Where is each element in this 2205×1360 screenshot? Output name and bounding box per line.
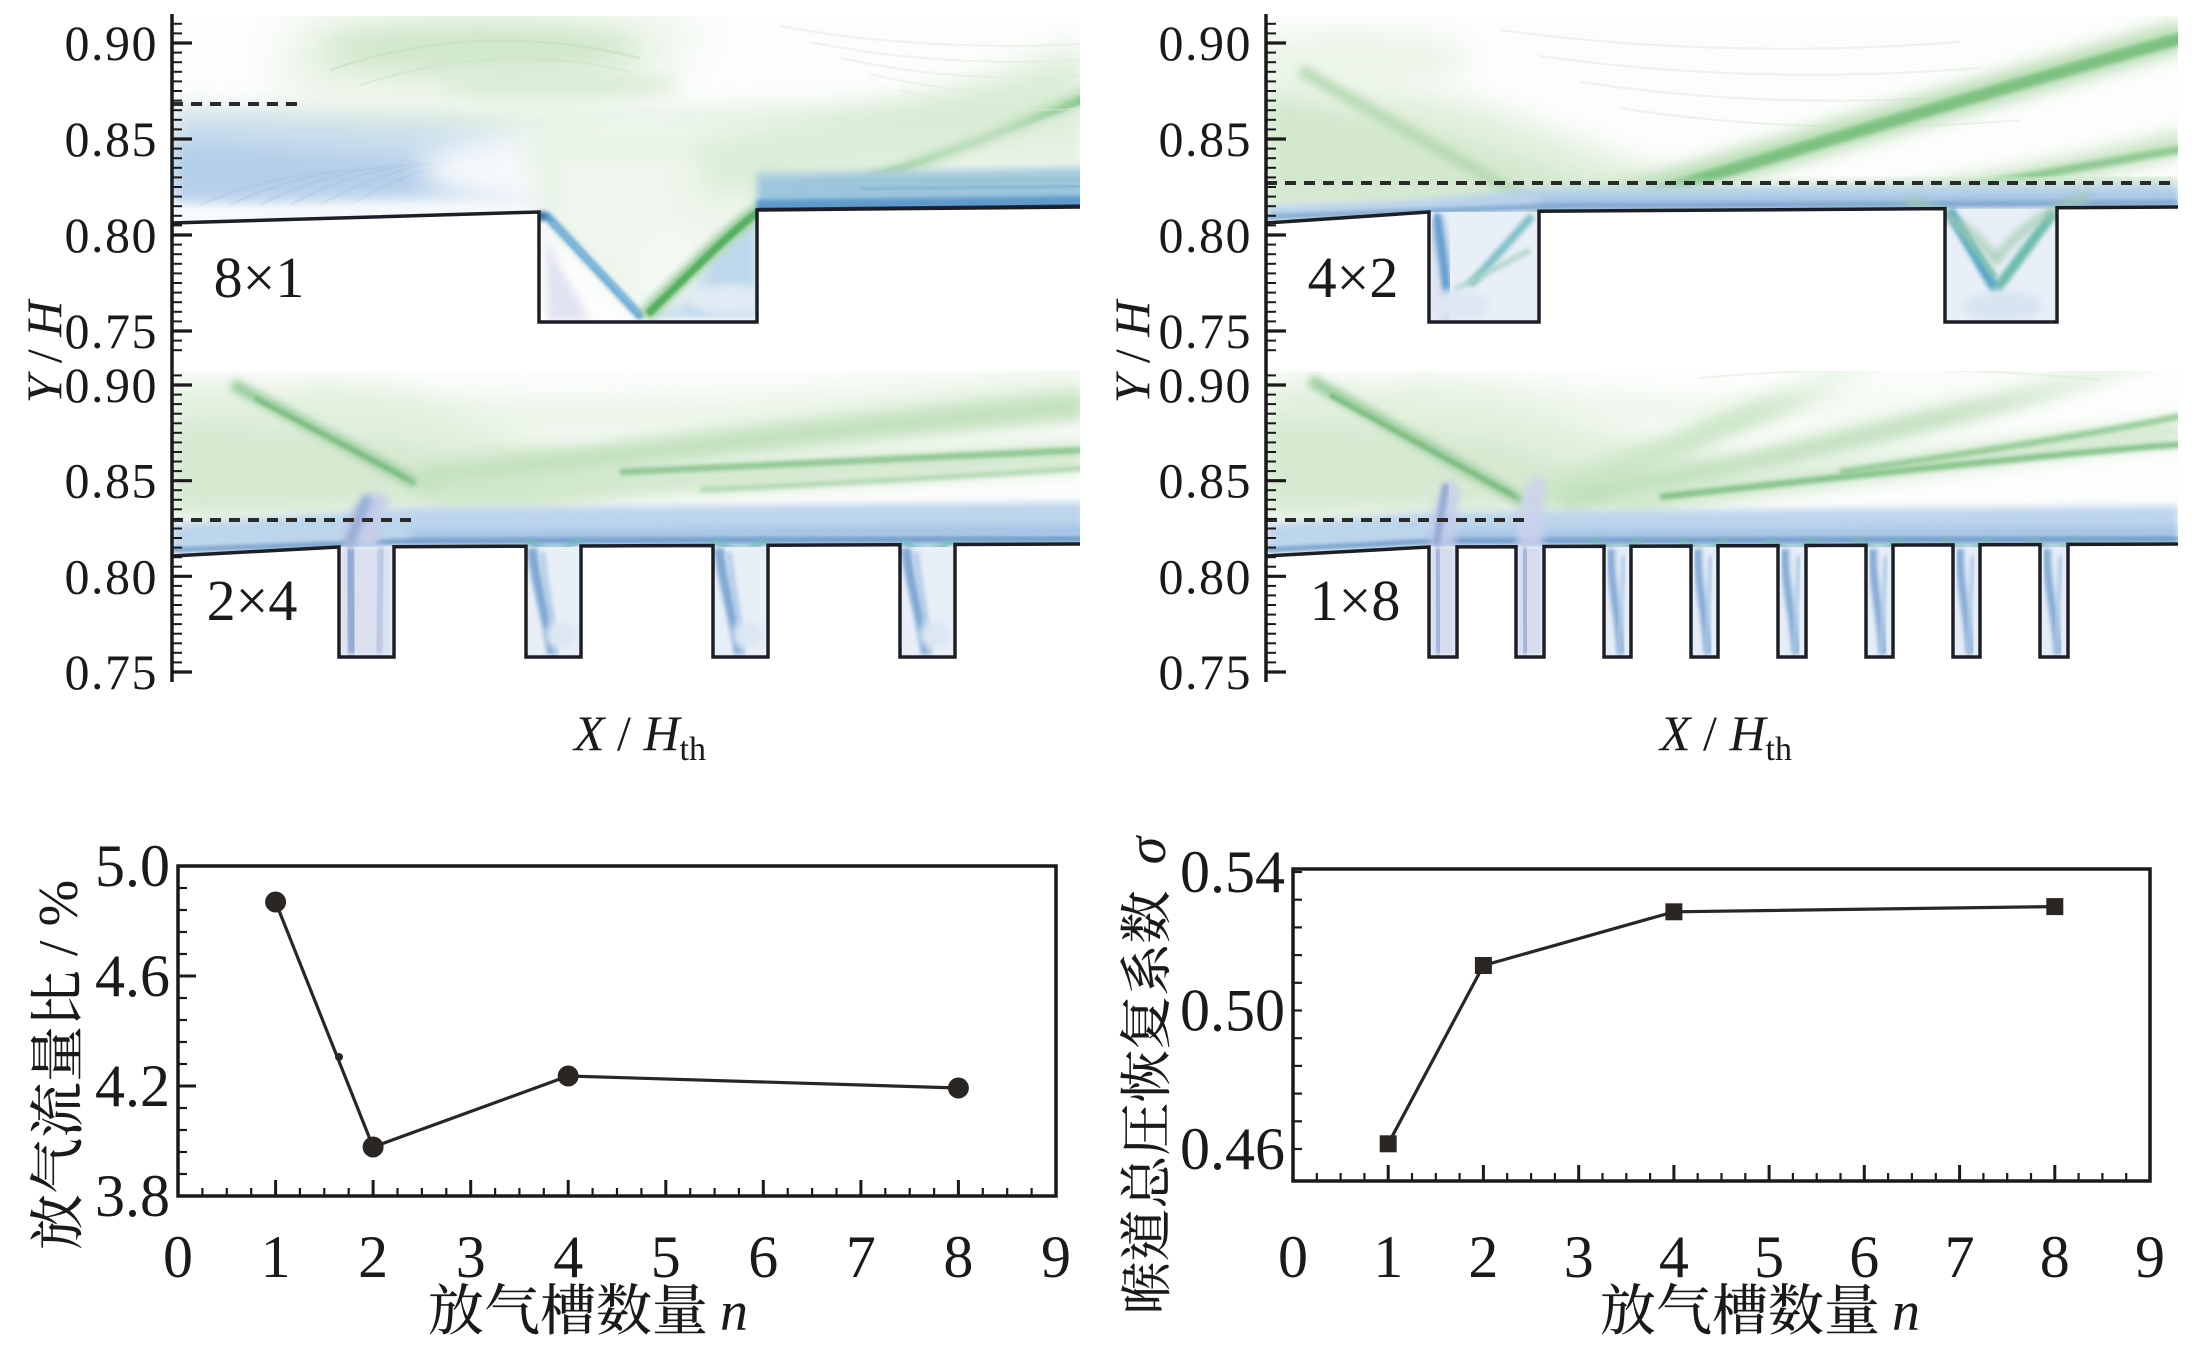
svg-text:8: 8 — [943, 1224, 973, 1290]
svg-text:0.85: 0.85 — [1159, 111, 1253, 167]
svg-text:2×4: 2×4 — [207, 568, 298, 633]
svg-text:4: 4 — [553, 1224, 583, 1290]
svg-text:6: 6 — [1849, 1224, 1879, 1290]
svg-text:0.90: 0.90 — [65, 15, 159, 71]
svg-text:0.85: 0.85 — [65, 453, 159, 509]
svg-text:σ: σ — [1116, 834, 1178, 864]
svg-text:0.80: 0.80 — [65, 207, 159, 263]
svg-text:2: 2 — [358, 1224, 388, 1290]
svg-text:0.75: 0.75 — [1159, 644, 1253, 700]
svg-text:0.50: 0.50 — [1180, 978, 1285, 1044]
svg-text:Y / H: Y / H — [16, 298, 72, 404]
svg-text:3.8: 3.8 — [95, 1163, 170, 1229]
svg-text:2: 2 — [1468, 1224, 1498, 1290]
svg-text:4.2: 4.2 — [95, 1053, 170, 1119]
svg-text:9: 9 — [1041, 1224, 1071, 1290]
svg-text:0.75: 0.75 — [65, 644, 159, 700]
svg-text:0.80: 0.80 — [65, 548, 159, 604]
svg-text:0.75: 0.75 — [1159, 303, 1253, 359]
svg-text:0.75: 0.75 — [65, 303, 159, 359]
svg-text:n: n — [1892, 1281, 1920, 1343]
svg-text:0.85: 0.85 — [1159, 453, 1253, 509]
svg-text:/ %: / % — [28, 880, 90, 956]
svg-text:n: n — [720, 1281, 748, 1343]
svg-text:5: 5 — [1754, 1224, 1784, 1290]
svg-text:9: 9 — [2135, 1224, 2165, 1290]
svg-text:0.80: 0.80 — [1159, 548, 1253, 604]
svg-text:1×8: 1×8 — [1310, 568, 1401, 633]
svg-text:0.90: 0.90 — [1159, 15, 1253, 71]
svg-text:4: 4 — [1659, 1224, 1689, 1290]
svg-text:1: 1 — [261, 1224, 291, 1290]
svg-text:8: 8 — [2040, 1224, 2070, 1290]
svg-text:5.0: 5.0 — [95, 833, 170, 899]
svg-text:X / Hth: X / Hth — [1658, 705, 1792, 768]
svg-text:5: 5 — [651, 1224, 681, 1290]
svg-text:6: 6 — [748, 1224, 778, 1290]
svg-text:0.80: 0.80 — [1159, 207, 1253, 263]
svg-text:0: 0 — [163, 1224, 193, 1290]
svg-text:0.54: 0.54 — [1180, 839, 1285, 905]
svg-text:7: 7 — [1945, 1224, 1975, 1290]
svg-text:7: 7 — [846, 1224, 876, 1290]
svg-text:0.85: 0.85 — [65, 111, 159, 167]
svg-text:8×1: 8×1 — [214, 245, 305, 310]
svg-text:0.46: 0.46 — [1180, 1116, 1285, 1182]
svg-text:4.6: 4.6 — [95, 943, 170, 1009]
svg-text:3: 3 — [456, 1224, 486, 1290]
svg-text:Y / H: Y / H — [1104, 298, 1160, 404]
svg-text:3: 3 — [1564, 1224, 1594, 1290]
svg-text:0.90: 0.90 — [1159, 357, 1253, 413]
svg-text:0.90: 0.90 — [65, 357, 159, 413]
svg-text:4×2: 4×2 — [1308, 245, 1399, 310]
svg-text:0: 0 — [1278, 1224, 1308, 1290]
svg-text:1: 1 — [1373, 1224, 1403, 1290]
